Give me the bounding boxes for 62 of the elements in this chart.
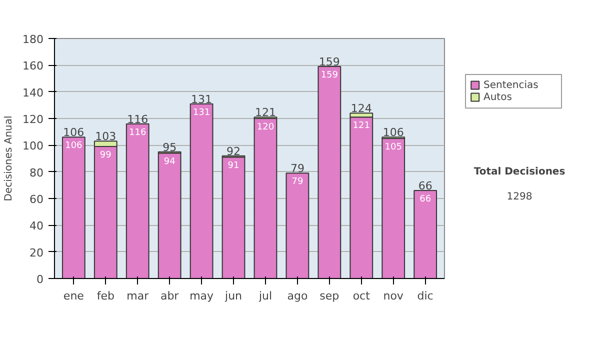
data-label: 66 — [420, 194, 432, 204]
total-label: 106 — [382, 126, 404, 140]
total-label: 116 — [127, 112, 148, 126]
legend-label: Autos — [484, 92, 512, 103]
data-label: 120 — [256, 122, 274, 132]
bar — [126, 123, 150, 278]
x-tick-label: may — [190, 290, 214, 302]
total-label: 131 — [191, 92, 212, 106]
total-label: 95 — [162, 140, 177, 154]
total-label: 159 — [318, 56, 340, 68]
x-tick-label: dic — [417, 290, 434, 302]
x-tick-label: oct — [352, 290, 371, 302]
data-label: 106 — [65, 141, 83, 152]
x-tick-label: abr — [160, 290, 180, 302]
legend-label: Sentencias — [484, 80, 538, 91]
data-label: 79 — [292, 177, 304, 188]
bar — [414, 190, 438, 278]
bar — [382, 138, 406, 278]
x-tick-label: feb — [96, 290, 114, 302]
bar — [190, 103, 214, 278]
total-label: 66 — [418, 180, 432, 192]
x-tick-label: sep — [320, 290, 340, 302]
total-label: 79 — [290, 162, 304, 176]
data-label: 131 — [192, 108, 210, 118]
bar — [318, 66, 342, 278]
bar — [62, 136, 86, 278]
y-tick-label: 20 — [30, 246, 44, 260]
y-axis-title: Decisiones Anual — [4, 116, 15, 202]
total-label: 92 — [226, 144, 241, 158]
x-tick-label: ago — [287, 290, 308, 302]
x-tick-label: jun — [224, 290, 242, 302]
y-tick-label: 60 — [30, 193, 44, 206]
y-tick-label: 40 — [30, 220, 44, 233]
y-tick-label: 180 — [22, 33, 44, 46]
bar — [158, 152, 182, 278]
bar — [286, 172, 310, 278]
text: 1298 — [506, 191, 532, 202]
bar — [254, 118, 278, 278]
total-label: 124 — [350, 102, 372, 116]
y-tick-label: 140 — [22, 86, 44, 100]
total-label: 121 — [254, 106, 276, 120]
data-label: 91 — [228, 161, 240, 172]
text: Total Decisiones — [474, 166, 566, 178]
data-label: 116 — [129, 128, 146, 138]
x-tick-label: jul — [258, 290, 272, 302]
data-label: 105 — [384, 142, 402, 152]
y-tick-label: 80 — [30, 166, 44, 180]
y-tick-label: 160 — [22, 60, 44, 73]
x-tick-label: ene — [63, 290, 84, 302]
x-tick-label: nov — [383, 290, 404, 302]
y-tick-label: 120 — [22, 113, 44, 126]
data-label: 121 — [352, 121, 370, 132]
y-tick-label: 0 — [36, 273, 44, 286]
data-label: 159 — [320, 70, 338, 80]
data-label: 94 — [164, 157, 176, 168]
bar — [350, 116, 374, 278]
y-tick-label: 100 — [22, 140, 44, 153]
total-label: 103 — [95, 130, 116, 144]
bar — [222, 156, 246, 278]
x-tick-label: mar — [126, 290, 150, 302]
total-label: 106 — [63, 126, 84, 140]
data-label: 99 — [100, 150, 112, 160]
